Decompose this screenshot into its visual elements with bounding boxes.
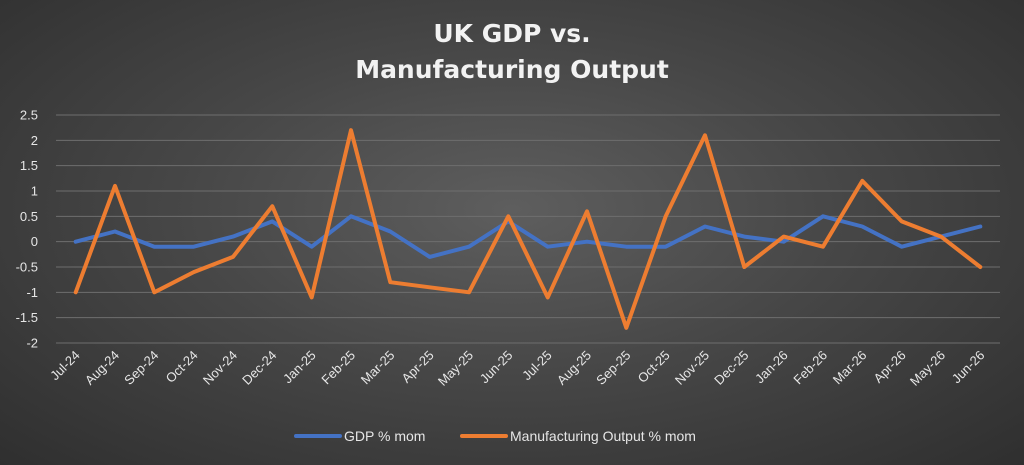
y-tick-label: 2 (31, 133, 38, 148)
x-tick-label: Feb-25 (318, 348, 358, 388)
x-tick-label: Oct-25 (635, 348, 673, 386)
y-tick-label: -1 (26, 285, 38, 300)
chart-title: UK GDP vs. Manufacturing Output (0, 16, 1024, 88)
y-tick-label: -1.5 (16, 310, 38, 325)
legend-label: Manufacturing Output % mom (510, 428, 696, 444)
x-tick-label: Jul-25 (519, 348, 555, 384)
x-tick-label: Jul-24 (47, 348, 83, 384)
x-tick-label: Oct-24 (163, 348, 201, 386)
x-tick-label: Dec-25 (711, 348, 751, 388)
x-tick-label: Nov-24 (200, 348, 240, 388)
x-tick-label: Jan-26 (752, 348, 791, 387)
x-tick-label: May-26 (907, 348, 948, 389)
x-tick-label: Dec-24 (239, 348, 279, 388)
y-tick-label: 0 (31, 234, 38, 249)
x-tick-label: Aug-25 (554, 348, 594, 388)
x-tick-label: Jun-26 (949, 348, 988, 387)
x-tick-label: May-25 (435, 348, 476, 389)
y-tick-label: -2 (26, 336, 38, 351)
x-tick-label: Apr-25 (399, 348, 437, 386)
x-tick-label: Sep-24 (121, 348, 161, 388)
x-tick-label: Jun-25 (477, 348, 516, 387)
x-tick-label: Jan-25 (280, 348, 319, 387)
x-tick-label: Nov-25 (672, 348, 712, 388)
y-tick-label: 1 (31, 184, 38, 199)
series-line-manufacturing (73, 128, 983, 330)
x-tick-label: Aug-24 (82, 348, 122, 388)
x-tick-label: Apr-26 (871, 348, 909, 386)
y-tick-label: 1.5 (20, 158, 38, 173)
x-tick-label: Mar-26 (830, 348, 870, 388)
chart-title-line2: Manufacturing Output (355, 55, 669, 84)
y-tick-label: -0.5 (16, 260, 38, 275)
legend-label: GDP % mom (344, 428, 425, 444)
y-tick-label: 2.5 (20, 108, 38, 123)
x-tick-label: Sep-25 (593, 348, 633, 388)
x-tick-label: Mar-25 (358, 348, 398, 388)
x-tick-label: Feb-26 (790, 348, 830, 388)
y-tick-label: 0.5 (20, 209, 38, 224)
chart-title-line1: UK GDP vs. (433, 19, 591, 48)
series-line-gdp (73, 214, 983, 259)
